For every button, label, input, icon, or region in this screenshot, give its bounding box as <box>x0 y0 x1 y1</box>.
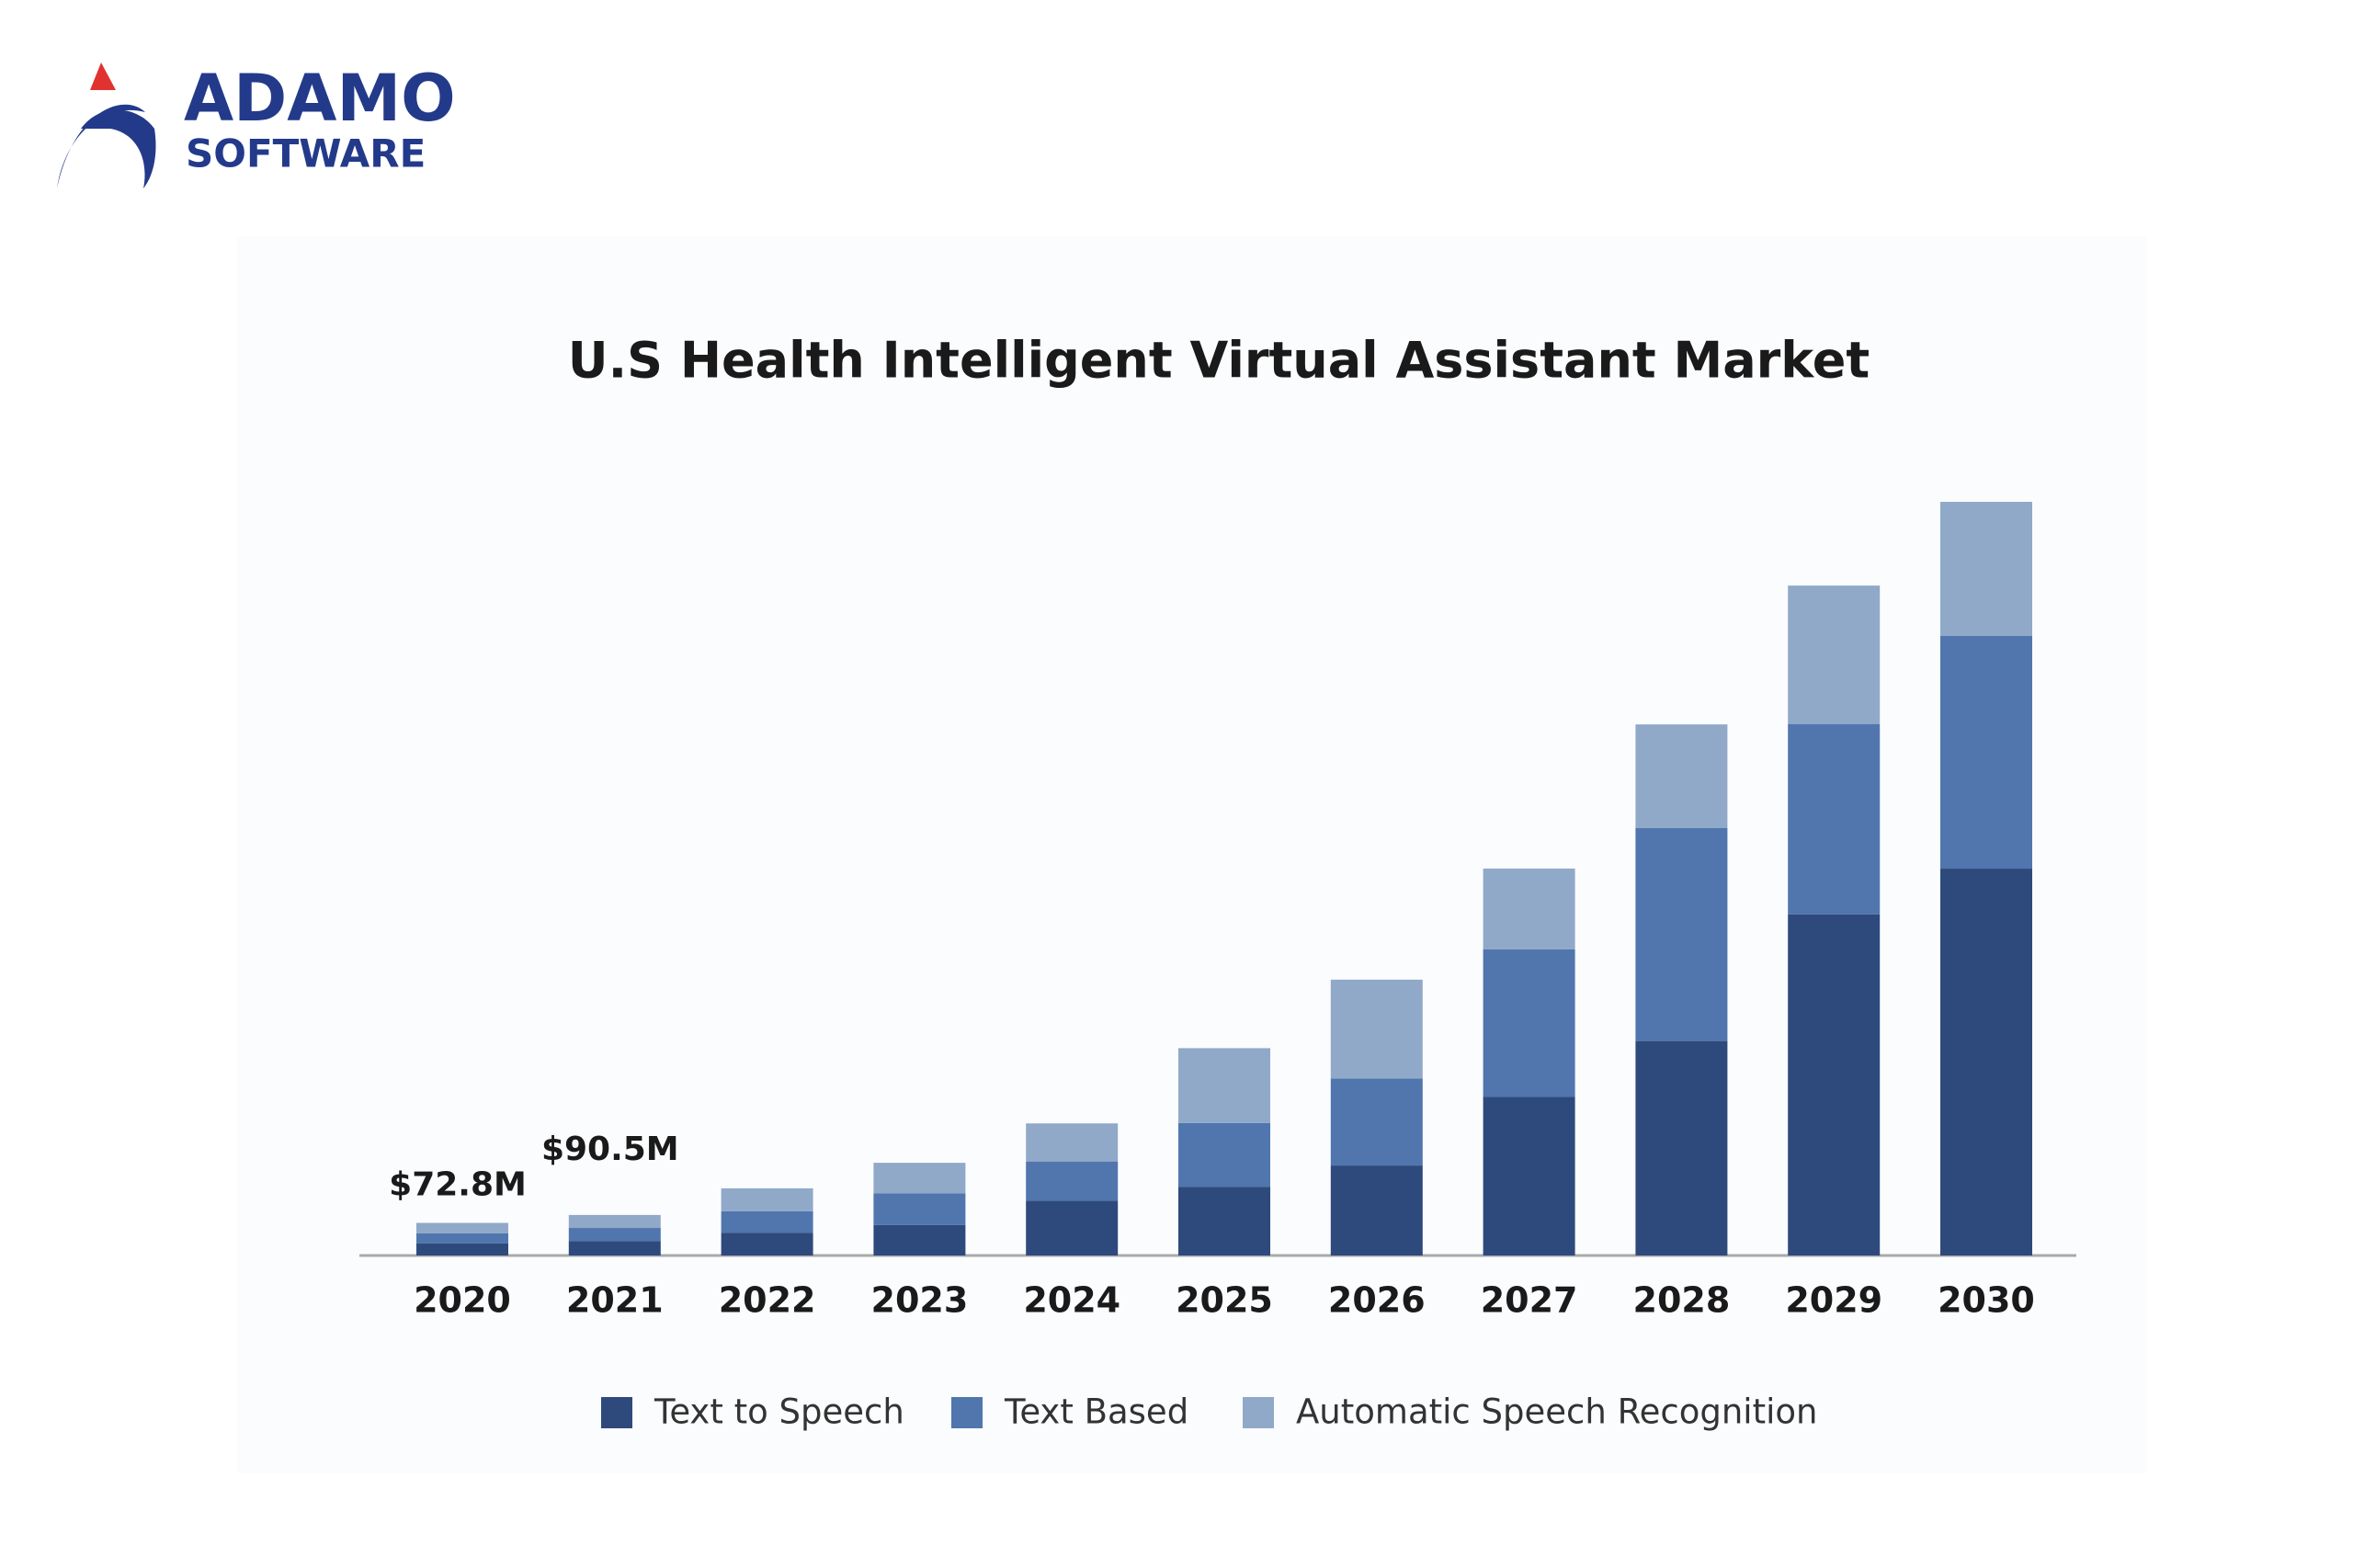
bar-segment <box>1483 949 1575 1097</box>
bar-segment <box>568 1228 661 1242</box>
bar-segment <box>1635 724 1728 828</box>
legend-swatch <box>1243 1397 1274 1428</box>
bar-segment <box>1178 1048 1270 1123</box>
bar-segment <box>1178 1187 1270 1256</box>
data-label: $72.8M <box>389 1166 527 1204</box>
x-tick-label: 2029 <box>1785 1280 1882 1321</box>
bar-segment <box>416 1233 508 1244</box>
bar-segment <box>1026 1123 1119 1162</box>
x-tick-label: 2021 <box>566 1280 664 1321</box>
x-tick-label: 2027 <box>1481 1280 1578 1321</box>
x-tick-label: 2020 <box>414 1280 511 1321</box>
bar-segment <box>1330 1078 1423 1166</box>
bar-segment <box>1940 502 2032 636</box>
bar-segment <box>721 1187 813 1211</box>
bar-segment <box>1635 1040 1728 1256</box>
bar-segment <box>1483 1096 1575 1256</box>
bar-segment <box>1788 585 1881 724</box>
chart-title: U.S Health Intelligent Virtual Assistant… <box>568 332 1870 390</box>
bar-segment <box>1788 723 1881 915</box>
x-tick-label: 2025 <box>1176 1280 1273 1321</box>
x-tick-label: 2024 <box>1023 1280 1120 1321</box>
bar-segment <box>416 1243 508 1256</box>
bar-segment <box>1788 914 1881 1256</box>
bar-segment <box>1178 1122 1270 1187</box>
bar-segment <box>873 1193 966 1225</box>
bar-segment <box>873 1163 966 1194</box>
bar-segment <box>568 1214 661 1229</box>
bar-segment <box>1026 1200 1119 1256</box>
bar-segment <box>1330 979 1423 1079</box>
bar-segment <box>1483 869 1575 949</box>
x-tick-label: 2030 <box>1938 1280 2035 1321</box>
logo-name: ADAMO <box>184 61 456 136</box>
logo-tagline: SOFTWARE <box>186 131 426 176</box>
logo-mark <box>81 109 156 188</box>
bar-segment <box>721 1210 813 1233</box>
legend-label: Text to Speech <box>654 1392 904 1432</box>
legend-label: Text Based <box>1004 1392 1188 1432</box>
bar-segment <box>721 1233 813 1256</box>
data-label: $90.5M <box>541 1131 679 1168</box>
x-tick-label: 2026 <box>1328 1280 1426 1321</box>
logo-mark <box>90 62 116 90</box>
x-tick-label: 2023 <box>871 1280 969 1321</box>
bar-segment <box>1635 827 1728 1041</box>
legend-swatch <box>601 1397 632 1428</box>
bar-segment <box>1940 869 2032 1256</box>
legend-label: Automatic Speech Recognition <box>1296 1392 1817 1432</box>
bar-segment <box>416 1222 508 1233</box>
bar-segment <box>568 1241 661 1256</box>
legend-swatch <box>951 1397 983 1428</box>
bar-segment <box>873 1224 966 1256</box>
bar-segment <box>1940 635 2032 869</box>
logo: ADAMO SOFTWARE <box>57 61 456 188</box>
bar-segment <box>1026 1161 1119 1201</box>
bar-segment <box>1330 1165 1423 1256</box>
x-tick-label: 2022 <box>719 1280 816 1321</box>
x-tick-label: 2028 <box>1633 1280 1731 1321</box>
